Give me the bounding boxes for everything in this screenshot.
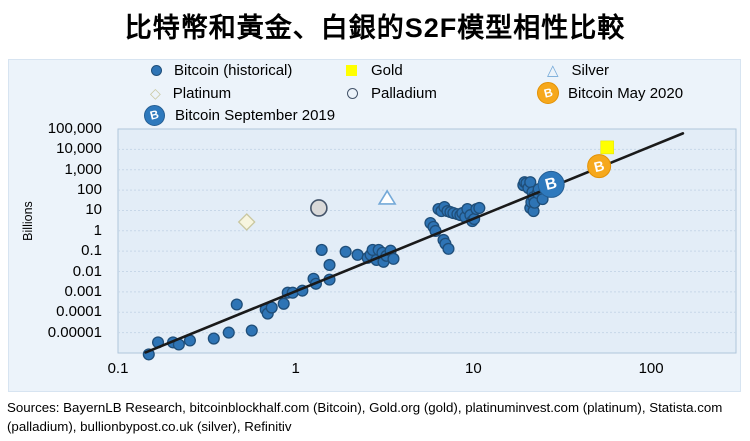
sources-line-2: (palladium), bullionbypost.co.uk (silver… [7, 419, 292, 434]
y-tick: 10 [85, 201, 102, 219]
y-tick: 0.01 [72, 262, 102, 280]
sources-text: Sources: BayernLB Research, bitcoinblock… [7, 398, 747, 436]
y-tick: 100 [76, 181, 102, 199]
sources-line-1: Sources: BayernLB Research, bitcoinblock… [7, 400, 723, 415]
x-tick: 10 [465, 360, 482, 377]
y-tick: 1 [93, 221, 102, 239]
legend-item-palladium: Palladium [347, 81, 437, 105]
legend-item-silver: △ Silver [547, 58, 609, 82]
legend-label: Palladium [371, 84, 437, 102]
bitcoin-may-2020-icon: B [537, 82, 559, 104]
legend-label: Bitcoin (historical) [174, 61, 293, 79]
platinum-diamond-icon: ◇ [150, 85, 161, 101]
y-tick: 0.001 [64, 282, 102, 300]
y-tick: 10,000 [56, 140, 102, 158]
x-tick: 1 [291, 360, 300, 377]
y-tick: 100,000 [47, 120, 102, 137]
y-tick: 0.00001 [47, 323, 102, 341]
legend-label: Gold [371, 61, 403, 79]
legend-label: Silver [571, 61, 610, 79]
page-title: 比特幣和黃金、白銀的S2F模型相性比較 [124, 13, 626, 43]
legend-label: Platinum [172, 84, 232, 102]
bitcoin-september-2019-icon: B [144, 104, 165, 126]
bitcoin-historical-dot-icon [151, 64, 162, 76]
y-tick: 0.0001 [56, 303, 102, 321]
legend-label: Bitcoin September 2019 [175, 106, 336, 124]
palladium-circle-icon [347, 87, 358, 99]
y-tick: 1,000 [64, 160, 102, 178]
y-tick: 0.1 [81, 242, 102, 260]
legend-item-bitcoin-september-2019: B Bitcoin September 2019 [144, 103, 335, 127]
legend-item-bitcoin-historical: Bitcoin (historical) [151, 58, 292, 82]
x-tick: 0.1 [107, 360, 129, 377]
legend-item-bitcoin-may-2020: B Bitcoin May 2020 [537, 81, 683, 105]
legend-item-gold: Gold [346, 58, 403, 82]
legend-label: Bitcoin May 2020 [568, 84, 684, 102]
legend-item-platinum: ◇ Platinum [150, 81, 231, 105]
silver-triangle-icon: △ [547, 61, 559, 79]
chart-panel [8, 59, 741, 392]
x-tick: 100 [638, 360, 664, 377]
gold-square-icon [346, 64, 357, 76]
